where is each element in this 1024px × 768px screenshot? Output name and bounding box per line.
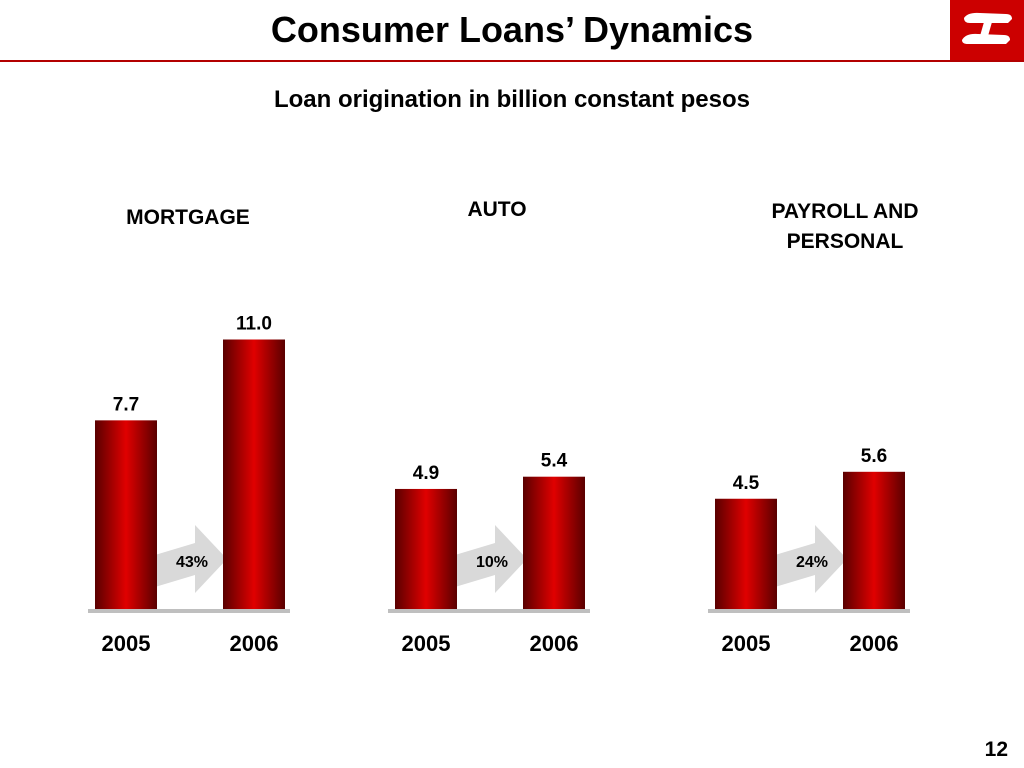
x-tick-label: 2006: [230, 631, 279, 656]
data-label: 11.0: [236, 314, 272, 335]
growth-label: 10%: [476, 554, 508, 571]
data-label: 4.5: [733, 473, 760, 494]
panel-title-payroll: PAYROLL AND PERSONAL: [771, 200, 919, 253]
data-label: 5.6: [861, 446, 887, 467]
axis-baseline: [708, 609, 910, 613]
data-label: 4.9: [413, 463, 439, 484]
growth-arrow: [775, 525, 847, 593]
bar: [523, 476, 585, 609]
x-tick-label: 2005: [402, 631, 451, 656]
x-tick-label: 2005: [102, 631, 151, 656]
x-tick-label: 2006: [850, 631, 899, 656]
slide-title: Consumer Loans’ Dynamics: [270, 9, 754, 50]
growth-label: 43%: [176, 554, 208, 571]
bar: [395, 488, 457, 609]
growth-arrow: [455, 525, 527, 593]
growth-arrow: [155, 525, 227, 593]
data-label: 5.4: [541, 451, 568, 472]
bar: [223, 339, 285, 609]
panel-title-auto: AUTO: [467, 198, 527, 221]
title-divider: [0, 60, 1024, 62]
bar: [95, 420, 157, 609]
page-number: 12: [984, 738, 1008, 761]
panel-title-mortgage: MORTGAGE: [126, 206, 250, 229]
data-label: 7.7: [113, 394, 139, 415]
bar: [843, 471, 905, 609]
axis-baseline: [88, 609, 290, 613]
growth-label: 24%: [796, 554, 828, 571]
bar: [715, 498, 777, 609]
axis-baseline: [388, 609, 590, 613]
x-tick-label: 2006: [530, 631, 579, 656]
bank-logo-icon: [950, 0, 1024, 60]
chart-subtitle: Loan origination in billion constant pes…: [273, 86, 750, 113]
x-tick-label: 2005: [722, 631, 771, 656]
